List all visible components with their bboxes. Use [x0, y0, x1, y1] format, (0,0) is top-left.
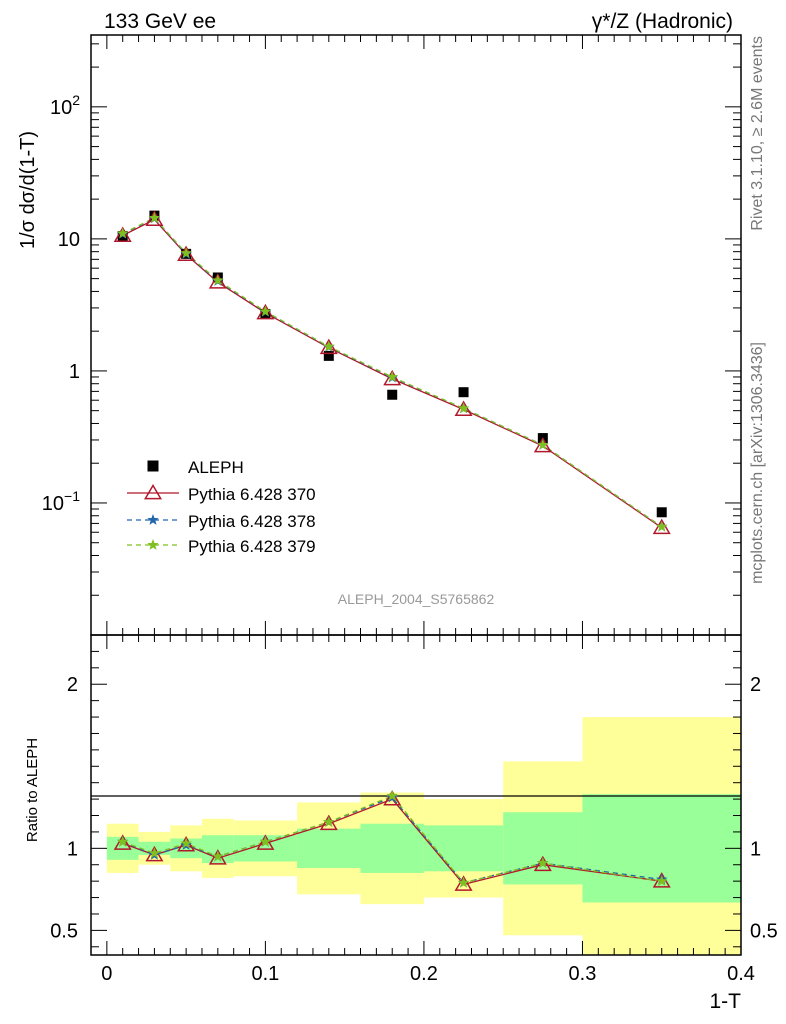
- ratio-379-point: [180, 837, 192, 849]
- y-tick-label: 102: [50, 92, 80, 119]
- pythia-370-point: [319, 338, 338, 355]
- band-inner: [170, 838, 202, 859]
- pythia-379-point: [656, 520, 668, 532]
- watermark-label: ALEPH_2004_S5765862: [338, 591, 495, 607]
- legend: ALEPH Pythia 6.428 370 Pythia 6.428 378 Pyt…: [127, 458, 316, 556]
- ratio-y-tick-label: 1: [67, 838, 78, 860]
- main-y-axis-ticks: 10−1 1 10 102: [42, 35, 742, 636]
- ratio-370-point: [383, 790, 402, 806]
- pythia-379-point: [148, 211, 161, 223]
- header-right-label: γ*/Z (Hadronic): [592, 10, 733, 33]
- ratio-y-tick-label-right: 2: [750, 674, 761, 696]
- series-line-370: [122, 218, 663, 529]
- ratio-370-point: [454, 875, 473, 891]
- ratio-370-point: [208, 849, 227, 865]
- legend-marker-370: [143, 483, 163, 500]
- pythia-370-point: [208, 273, 227, 289]
- pythia-370-point: [113, 226, 132, 242]
- y-tick-label: 1: [69, 361, 80, 383]
- pythia-370-point: [145, 210, 164, 227]
- ratio-379-point: [117, 835, 129, 847]
- aleph-data-point: [656, 507, 667, 518]
- ratio-379-point: [323, 816, 335, 827]
- pythia-379-point: [457, 402, 470, 414]
- header-left-label: 133 GeV ee: [104, 10, 216, 33]
- legend-marker-aleph: [147, 460, 159, 472]
- ratio-379-point: [212, 850, 224, 862]
- ratio-line-370: [122, 798, 662, 886]
- legend-label: ALEPH: [188, 458, 244, 477]
- x-tick-label: 0.2: [410, 963, 438, 985]
- pythia-379-point: [117, 227, 129, 239]
- ratio-379-point: [656, 875, 668, 887]
- series-line-379: [122, 217, 663, 528]
- ratio-line-379: [122, 795, 662, 884]
- ratio-y-tick-label-right: 1: [750, 838, 761, 860]
- main-plot-series: [113, 210, 671, 535]
- legend-label: Pythia 6.428 378: [188, 512, 316, 531]
- side-label-top: Rivet 3.1.10, ≥ 2.6M events: [749, 36, 766, 231]
- pythia-379-point: [537, 438, 549, 450]
- pythia-379-point: [259, 305, 272, 317]
- ratio-plot-frame: [90, 634, 742, 956]
- pythia-370-point: [256, 303, 275, 320]
- ratio-uncertainty-bands: [106, 717, 741, 955]
- ratio-y-tick-label: 2: [67, 674, 78, 696]
- pythia-379-point: [323, 340, 335, 352]
- aleph-data-point: [323, 350, 334, 361]
- ratio-370-point: [533, 855, 552, 872]
- ratio-379-point: [148, 847, 161, 859]
- side-label-bottom: mcplots.cern.ch [arXiv:1306.3436]: [749, 342, 766, 584]
- band-inner: [423, 825, 504, 872]
- x-tick-label: 0.4: [727, 963, 755, 985]
- main-y-axis-label: 1/σ dσ/d(1-T): [17, 131, 39, 249]
- legend-label: Pythia 6.428 370: [188, 485, 316, 504]
- band-inner: [503, 812, 583, 885]
- aleph-data-point: [387, 389, 398, 400]
- y-tick-label: 10−1: [42, 488, 80, 515]
- ratio-379-point: [537, 857, 549, 868]
- pythia-370-point: [652, 518, 671, 535]
- x-tick-label: 0.1: [251, 963, 279, 985]
- ratio-y-tick-label-right: 0.5: [750, 920, 778, 942]
- band-inner: [297, 828, 361, 869]
- pythia-379-point: [386, 370, 398, 382]
- ratio-plot-series: [113, 789, 671, 891]
- pythia-370-point: [454, 400, 473, 416]
- legend-marker-378: [147, 514, 159, 525]
- x-axis-label: 1-T: [710, 990, 742, 1013]
- pythia-370-point: [177, 245, 196, 262]
- ratio-y-axis-label: Ratio to ALEPH: [24, 738, 41, 842]
- ratio-370-point: [113, 834, 132, 850]
- x-tick-label: 0.3: [569, 963, 597, 985]
- ratio-379-point: [386, 789, 398, 801]
- ratio-379-point: [259, 835, 272, 847]
- legend-marker-379: [147, 539, 159, 550]
- pythia-379-point: [212, 274, 224, 286]
- pythia-379-point: [180, 247, 192, 258]
- x-tick-label: 0: [101, 963, 112, 985]
- ratio-379-point: [457, 876, 470, 888]
- legend-label: Pythia 6.428 379: [188, 537, 316, 556]
- band-inner: [582, 794, 741, 903]
- band-inner: [360, 823, 424, 873]
- pythia-370-point: [383, 369, 402, 386]
- ratio-370-point: [319, 814, 338, 831]
- ratio-y-tick-label: 0.5: [50, 920, 78, 942]
- aleph-data-point: [458, 387, 469, 398]
- pythia-370-point: [533, 436, 552, 453]
- y-tick-label: 10: [58, 229, 80, 251]
- ratio-370-point: [256, 834, 275, 850]
- ratio-axis-ticks: 0.5 0.5 1 1 2 2 0 0.1 0.2 0.3 0.4: [50, 635, 778, 985]
